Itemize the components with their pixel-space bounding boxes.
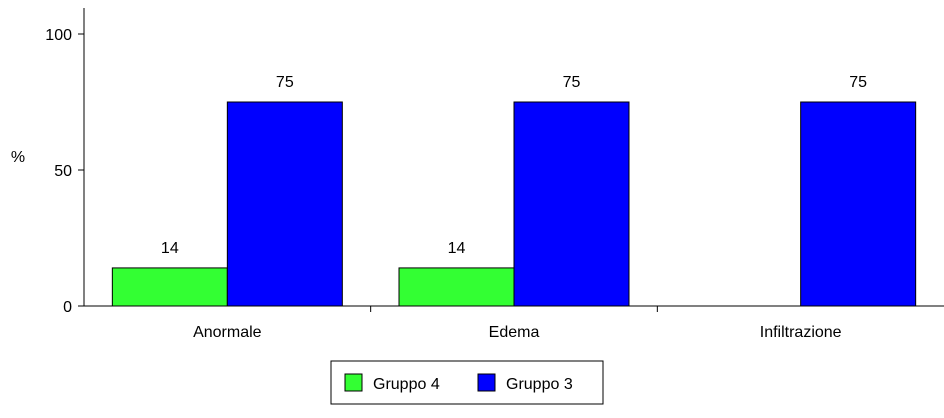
legend-swatch-gruppo-3 xyxy=(477,373,496,392)
legend-label-gruppo-3: Gruppo 3 xyxy=(506,376,573,393)
x-category-label: Infiltrazione xyxy=(760,324,842,341)
x-category-label: Anormale xyxy=(193,324,262,341)
legend: Gruppo 4 Gruppo 3 xyxy=(330,360,604,405)
legend-label-gruppo-4: Gruppo 4 xyxy=(373,376,440,393)
y-tick-label: 0 xyxy=(63,299,72,316)
bar xyxy=(111,267,228,307)
bar xyxy=(800,101,917,307)
bars-group xyxy=(111,101,917,307)
x-category-label: Edema xyxy=(489,324,540,341)
legend-swatch-gruppo-4 xyxy=(344,373,363,392)
data-label: 75 xyxy=(563,74,581,91)
data-labels-group: 14 75 14 75 75 xyxy=(161,74,867,257)
bar xyxy=(513,101,630,307)
data-label: 14 xyxy=(448,240,466,257)
y-tick-label: 50 xyxy=(54,163,72,180)
y-axis-label: % xyxy=(11,149,25,166)
data-label: 14 xyxy=(161,240,179,257)
data-label: 75 xyxy=(849,74,867,91)
bar xyxy=(226,101,343,307)
data-label: 75 xyxy=(276,74,294,91)
legend-box xyxy=(330,360,604,405)
bar xyxy=(398,267,515,307)
y-tick-label: 100 xyxy=(45,27,72,44)
